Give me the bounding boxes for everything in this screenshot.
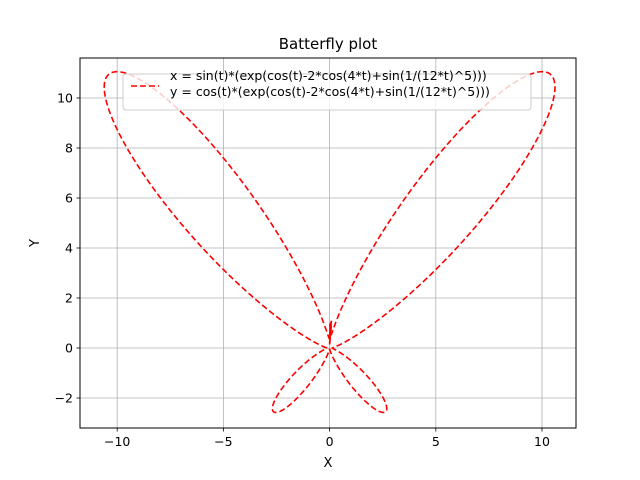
y-tick-label: 6 xyxy=(65,191,73,206)
axis-ticks: −10 −5 0 5 10 −2 0 2 4 6 8 10 xyxy=(55,91,550,450)
y-axis-label: Y xyxy=(28,239,43,248)
grid-lines xyxy=(80,58,576,428)
legend-entry-y: y = cos(t)*(exp(cos(t)-2*cos(4*t)+sin(1/… xyxy=(170,84,490,99)
legend-entry-x: x = sin(t)*(exp(cos(t)-2*cos(4*t)+sin(1/… xyxy=(170,68,487,83)
legend: x = sin(t)*(exp(cos(t)-2*cos(4*t)+sin(1/… xyxy=(122,68,532,111)
y-tick-label: −2 xyxy=(55,391,73,406)
x-axis-label: X xyxy=(324,456,333,471)
y-tick-label: 0 xyxy=(65,341,73,356)
x-tick-label: 0 xyxy=(326,434,334,449)
y-tick-label: 2 xyxy=(65,291,73,306)
plot-area xyxy=(103,70,556,414)
y-tick-label: 10 xyxy=(57,91,73,106)
x-tick-label: −10 xyxy=(104,434,130,449)
chart-title: Batterfly plot xyxy=(279,35,378,53)
butterfly-curve xyxy=(103,70,556,414)
axes-frame xyxy=(79,57,577,429)
y-tick-label: 4 xyxy=(65,241,73,256)
y-tick-label: 8 xyxy=(65,141,73,156)
x-tick-label: −5 xyxy=(214,434,232,449)
legend-box xyxy=(122,73,532,111)
x-tick-label: 10 xyxy=(534,434,550,449)
x-tick-label: 5 xyxy=(432,434,440,449)
